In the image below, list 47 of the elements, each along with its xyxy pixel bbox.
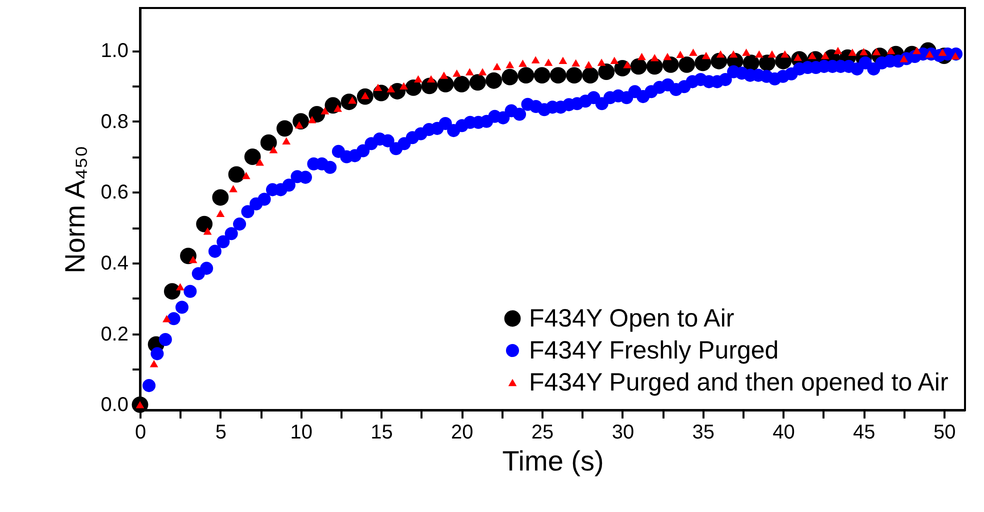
x-tick-label: 20 — [451, 422, 474, 444]
point — [758, 54, 776, 72]
y-tick-label: 0.6 — [100, 182, 128, 204]
point — [518, 67, 534, 84]
x-axis-title: Time (s) — [502, 446, 604, 476]
point — [566, 67, 582, 84]
point — [437, 76, 454, 92]
x-tick-label: 5 — [215, 422, 226, 444]
y-tick-label: 1.0 — [100, 40, 128, 62]
point — [276, 120, 293, 137]
point — [534, 67, 550, 84]
point — [630, 58, 647, 75]
x-tick-label: 40 — [772, 422, 795, 444]
y-tick-label: 0.4 — [100, 252, 128, 275]
x-tick-label: 10 — [290, 422, 312, 444]
point — [212, 189, 229, 206]
x-tick-label: 35 — [692, 422, 714, 444]
point — [196, 216, 213, 232]
point — [582, 67, 599, 84]
point — [405, 79, 422, 96]
point — [228, 166, 245, 183]
x-tick-label: 25 — [531, 422, 554, 444]
point — [164, 283, 180, 300]
x-tick-label: 45 — [853, 422, 876, 444]
legend-label: F434Y Purged and then opened to Air — [529, 368, 948, 396]
point — [502, 68, 518, 86]
point — [486, 72, 502, 89]
point — [662, 56, 679, 73]
point — [244, 148, 261, 165]
legend-label: F434Y Open to Air — [529, 304, 734, 332]
point — [550, 67, 566, 84]
x-tick-label: 30 — [612, 422, 634, 444]
y-axis-title: Norm A₄₅₀ — [60, 146, 91, 274]
x-tick-label: 50 — [933, 422, 956, 444]
point — [646, 58, 663, 75]
y-tick-label: 0.0 — [100, 394, 128, 416]
point — [742, 54, 760, 72]
point — [453, 76, 470, 92]
point — [598, 64, 615, 80]
x-tick-label: 15 — [370, 422, 393, 444]
y-tick-label: 0.2 — [100, 323, 128, 346]
y-tick-label: 0.8 — [100, 110, 128, 133]
legend-label: F434Y Freshly Purged — [529, 336, 779, 364]
point — [678, 56, 695, 73]
point — [470, 74, 486, 91]
x-tick-label: 0 — [134, 422, 146, 444]
point — [260, 134, 277, 151]
